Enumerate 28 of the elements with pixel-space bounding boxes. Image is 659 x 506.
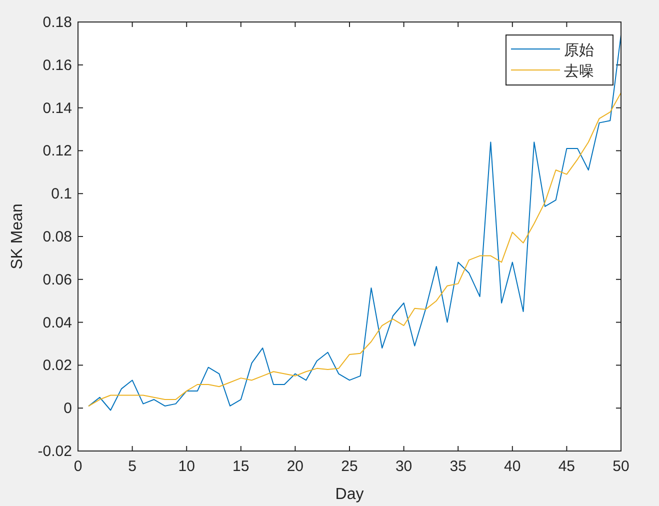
y-tick-label: 0.14: [42, 100, 72, 117]
x-tick-label: 10: [178, 458, 195, 475]
y-tick-label: 0.18: [42, 14, 72, 31]
x-tick-label: 50: [612, 458, 630, 475]
y-axis-title: SK Mean: [9, 204, 26, 270]
x-tick-label: 20: [286, 458, 304, 475]
y-tick-label: 0.08: [42, 228, 72, 246]
y-tick-label: 0.06: [42, 271, 72, 288]
y-tick-label: -0.02: [38, 443, 72, 460]
y-tick-label: 0.12: [42, 142, 72, 160]
line-series: [88, 34, 622, 411]
x-tick-label: 15: [232, 458, 250, 475]
x-axis-title: Day: [335, 486, 364, 503]
line-series: [88, 92, 622, 406]
y-tick-label: 0.1: [51, 186, 72, 203]
x-tick-label: 45: [558, 458, 576, 475]
y-tick-label: 0.04: [42, 314, 72, 332]
x-tick-label: 5: [128, 458, 136, 475]
y-tick-label: 0: [64, 400, 72, 418]
x-tick-label: 40: [504, 458, 521, 475]
x-tick-label: 25: [341, 458, 358, 475]
x-tick-label: 35: [450, 458, 466, 475]
x-tick-label: 30: [395, 458, 412, 475]
x-tick-label: 0: [74, 458, 82, 475]
y-tick-label: 0.02: [42, 357, 72, 374]
legend-label: 原始: [564, 43, 594, 59]
y-tick-label: 0.16: [42, 56, 72, 74]
legend-label: 去噪: [564, 63, 594, 80]
